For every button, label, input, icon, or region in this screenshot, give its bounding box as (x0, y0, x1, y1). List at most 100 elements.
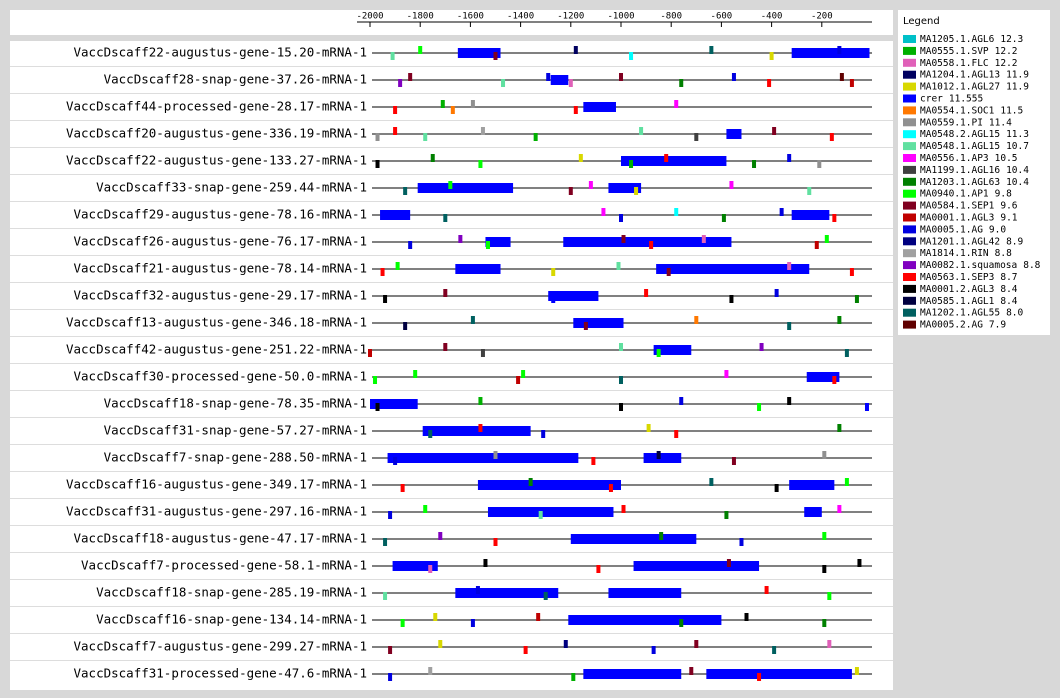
motif-score: 11.555 (949, 93, 983, 104)
motif-site (679, 397, 684, 405)
motif-site (839, 73, 844, 81)
motif-site (413, 370, 418, 378)
motif-site (546, 73, 551, 81)
row-label: VaccDscaff20-augustus-gene-336.19-mRNA-1 (66, 126, 367, 141)
motif-name: MA1199.1.AGL16 (920, 164, 1000, 175)
motif-score: 9.6 (1000, 200, 1017, 211)
motif-name: MA0554.1.SOC1 (920, 105, 995, 116)
motif-site (475, 586, 480, 594)
motif-site (787, 322, 792, 330)
motif-score: 8.4 (1000, 295, 1017, 306)
row-label: VaccDscaff30-processed-gene-50.0-mRNA-1 (74, 369, 368, 384)
motif-site (470, 619, 475, 627)
motif-site (744, 613, 749, 621)
x-tick-label: -1800 (407, 12, 434, 22)
motif-score: 8.8 (995, 248, 1012, 259)
motif-site (837, 46, 842, 54)
x-tick-label: -400 (761, 12, 783, 22)
motif-site (731, 457, 736, 465)
row-label: VaccDscaff16-snap-gene-134.14-mRNA-1 (96, 612, 367, 627)
legend-swatch (903, 165, 916, 174)
crer-region (477, 480, 621, 490)
motif-site (837, 505, 842, 513)
motif-site (478, 160, 483, 168)
motif-score: 12.3 (1000, 34, 1023, 45)
motif-site (393, 106, 398, 114)
crer-region (583, 102, 616, 112)
legend-label: MA0001.2.AGL3 8.4 (920, 283, 1018, 294)
motif-site (817, 160, 822, 168)
motif-score: 9.8 (995, 188, 1012, 199)
crer-region (791, 48, 870, 58)
crer-region (485, 237, 511, 247)
motif-name: MA0548.1.AGL15 (920, 141, 1000, 152)
legend-swatch (903, 82, 916, 91)
motif-site (767, 79, 772, 87)
crer-region (380, 210, 411, 220)
motif-site (573, 106, 578, 114)
legend-swatch (903, 154, 916, 162)
motif-site (543, 592, 548, 600)
row-label: VaccDscaff31-snap-gene-57.27-mRNA-1 (104, 423, 367, 438)
motif-site (787, 397, 792, 405)
motif-site (528, 478, 533, 486)
motif-site (478, 397, 483, 405)
motif-site (634, 187, 639, 195)
motif-site (478, 424, 483, 432)
row-label: VaccDscaff18-snap-gene-285.19-mRNA-1 (96, 585, 367, 600)
crer-region (806, 372, 840, 382)
motif-site (709, 46, 714, 54)
motif-site (827, 640, 832, 648)
row-label: VaccDscaff18-augustus-gene-47.17-mRNA-1 (74, 531, 368, 546)
motif-site (701, 235, 706, 243)
motif-site (739, 538, 744, 546)
motif-score: 11.5 (1000, 105, 1023, 116)
motif-site (837, 424, 842, 432)
motif-site (864, 403, 869, 411)
motif-site (403, 187, 408, 195)
motif-name: MA0001.2.AGL3 (920, 283, 994, 294)
motif-site (388, 646, 393, 654)
motif-score: 11.9 (1006, 81, 1029, 92)
legend-label: MA0548.2.AGL15 11.3 (920, 129, 1029, 140)
legend-label: MA0082.1.squamosa 8.8 (920, 260, 1041, 271)
legend-swatch (903, 70, 916, 79)
legend-label: crer 11.555 (920, 93, 983, 104)
row-label: VaccDscaff31-processed-gene-47.6-mRNA-1 (74, 666, 368, 681)
motif-site (375, 403, 380, 411)
crer-region (621, 156, 727, 166)
crer-region (455, 264, 501, 274)
row-label: VaccDscaff16-augustus-gene-349.17-mRNA-1 (66, 477, 367, 492)
motif-site (443, 289, 448, 297)
legend-label: MA0005.2.AG 7.9 (920, 319, 1006, 330)
motif-site (857, 559, 862, 567)
motif-site (829, 133, 834, 141)
motif-name: MA0940.1.AP1 (920, 188, 989, 199)
motif-name: MA0005.2.AG (920, 319, 983, 330)
legend-swatch (903, 296, 916, 305)
motif-name: MA1205.1.AGL6 (920, 34, 995, 45)
motif-site (480, 127, 485, 135)
motif-name: MA0558.1.FLC (920, 57, 989, 68)
motif-score: 8.4 (1000, 283, 1017, 294)
motif-site (485, 241, 490, 249)
crer-region (487, 507, 614, 517)
motif-site (433, 613, 438, 621)
motif-site (724, 511, 729, 519)
legend-label: MA0001.1.AGL3 9.1 (920, 212, 1018, 223)
legend-swatch (903, 308, 916, 317)
motif-site (759, 343, 764, 351)
crer-region (706, 669, 852, 679)
motif-score: 9.1 (1000, 212, 1017, 223)
motif-site (644, 289, 649, 297)
motif-score: 11.3 (1006, 129, 1029, 140)
legend-swatch (903, 320, 916, 329)
crer-region (548, 291, 599, 301)
motif-site (588, 181, 593, 189)
motif-site (428, 667, 433, 675)
motif-site (438, 640, 443, 648)
motif-site (649, 241, 654, 249)
motif-score: 8.8 (1023, 260, 1040, 271)
x-tick-label: -1200 (557, 12, 584, 22)
legend-label: MA1204.1.AGL13 11.9 (920, 69, 1029, 80)
